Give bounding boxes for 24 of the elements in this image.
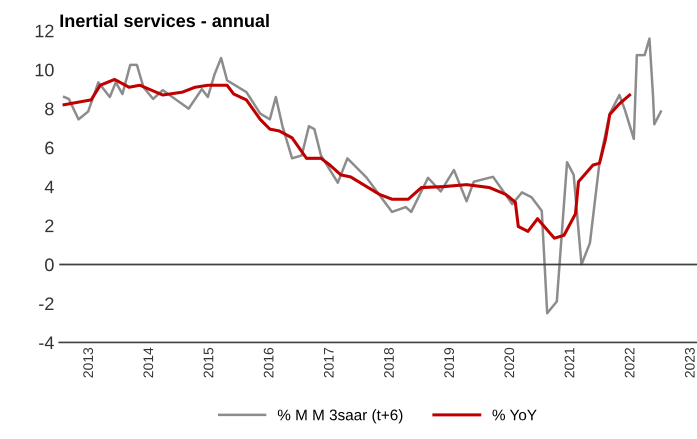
x-tick-label: 2022	[624, 348, 635, 378]
x-tick-label: 2023	[684, 348, 695, 378]
y-tick-label: 12	[36, 24, 54, 38]
y-tick-label: 4	[44, 180, 54, 194]
x-tick-label: 2015	[204, 348, 214, 378]
line-series	[62, 78, 632, 240]
y-tick-label: 0	[45, 258, 54, 272]
y-tick-label: -2	[39, 297, 54, 310]
y-tick-label: -4	[39, 336, 54, 349]
x-tick-label: 2019	[444, 348, 454, 378]
y-tick-label: 8	[45, 102, 54, 116]
y-tick-label: 2	[45, 219, 54, 232]
x-tick-label: 2013	[83, 348, 94, 378]
chart-title: Inertial services - annual	[60, 14, 269, 28]
x-tick-label: 2018	[384, 348, 394, 378]
x-tick-label: 2017	[324, 348, 334, 378]
x-tick-label: 2020	[504, 348, 514, 378]
y-tick-label: 10	[36, 64, 54, 76]
legend-label: % YoY	[492, 410, 537, 420]
x-tick-label: 2021	[564, 348, 574, 378]
x-tick-label: 2014	[143, 348, 154, 378]
x-tick-label: 2016	[264, 348, 274, 378]
legend-label: % M M 3saar (t+6)	[278, 409, 402, 424]
y-tick-label: 6	[45, 142, 54, 154]
